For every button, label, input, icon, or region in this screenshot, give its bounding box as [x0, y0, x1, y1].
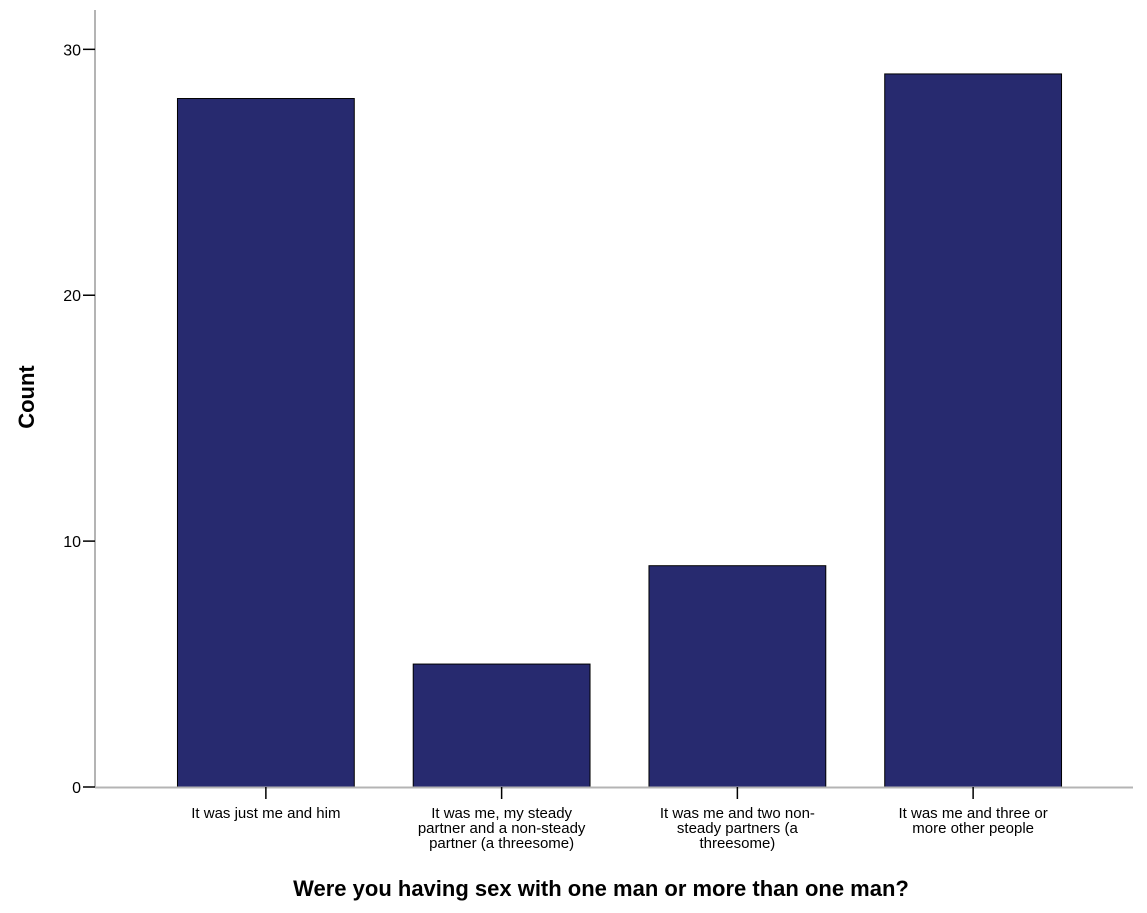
- x-category-label-line: steady partners (a: [677, 820, 799, 837]
- bar: [176, 98, 355, 788]
- x-category-label-line: more other people: [912, 820, 1034, 837]
- x-category-label-line: It was just me and him: [191, 805, 340, 822]
- x-category-label-line: partner (a threesome): [429, 835, 574, 852]
- bars-group: [176, 73, 1063, 788]
- x-category-label: It was just me and him: [191, 805, 340, 822]
- x-category-label-line: partner and a non-steady: [418, 820, 586, 837]
- x-category-label-line: It was me, my steady: [431, 805, 572, 822]
- y-tick-label: 20: [63, 288, 81, 305]
- y-axis-title: Count: [14, 365, 39, 429]
- x-category-label-line: It was me and two non-: [660, 805, 815, 822]
- x-category-label: It was me and two non-steady partners (a…: [660, 805, 815, 852]
- bar: [884, 73, 1063, 788]
- y-tick-label: 30: [63, 42, 81, 59]
- y-tick-label: 10: [63, 534, 81, 551]
- x-category-label-line: threesome): [699, 835, 775, 852]
- x-category-label-line: It was me and three or: [899, 805, 1048, 822]
- x-category-label: It was me and three or more other people: [899, 805, 1048, 837]
- bar: [648, 565, 827, 788]
- y-ticks-group: 0 10 20 30: [63, 42, 95, 797]
- y-tick-label: 0: [72, 780, 81, 797]
- x-ticks-group: It was just me and him It was me, my stea…: [191, 787, 1048, 852]
- x-category-label: It was me, my steady partner and a non-st…: [418, 805, 586, 852]
- bar: [412, 663, 591, 788]
- x-axis-title: Were you having sex with one man or more…: [293, 876, 909, 901]
